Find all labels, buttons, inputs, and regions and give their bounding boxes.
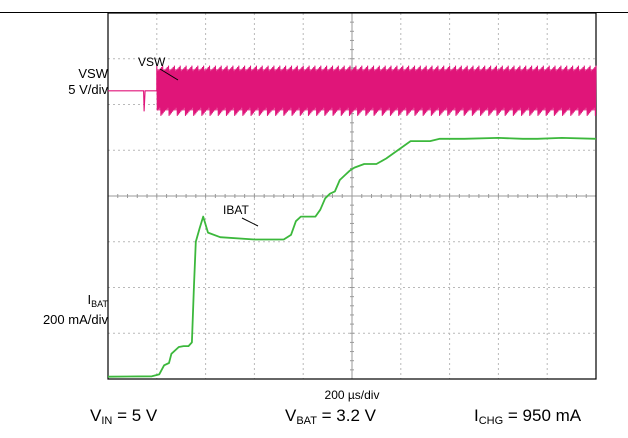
vsw-leader (159, 68, 179, 81)
vsw-scale-value: 5 V/div (68, 82, 108, 97)
grid (107, 12, 597, 380)
ichg-condition: ICHG = 950 mA (474, 406, 582, 427)
ibat-scale-value: 200 mA/div (42, 312, 108, 327)
ibat-scale-name: IBAT (87, 292, 108, 309)
ibat-trace (107, 137, 597, 378)
vbat-condition: VBAT = 3.2 V (285, 406, 376, 427)
vsw-scale-name: VSW (78, 66, 108, 81)
vin-condition: VIN = 5 V (90, 406, 158, 427)
ibat-leader (241, 217, 259, 227)
vsw-scale-label: VSW 5 V/div (40, 66, 108, 98)
ibat-annotation: IBAT (223, 203, 249, 217)
plot-frame (107, 12, 597, 380)
vsw-switching-band (156, 69, 597, 111)
time-scale-label: 200 µs/div (324, 388, 380, 402)
vsw-annotation: VSW (138, 55, 166, 69)
traces (107, 65, 597, 378)
ibat-scale-label: IBAT 200 mA/div (10, 292, 108, 328)
annotations: VSW IBAT (138, 55, 259, 227)
